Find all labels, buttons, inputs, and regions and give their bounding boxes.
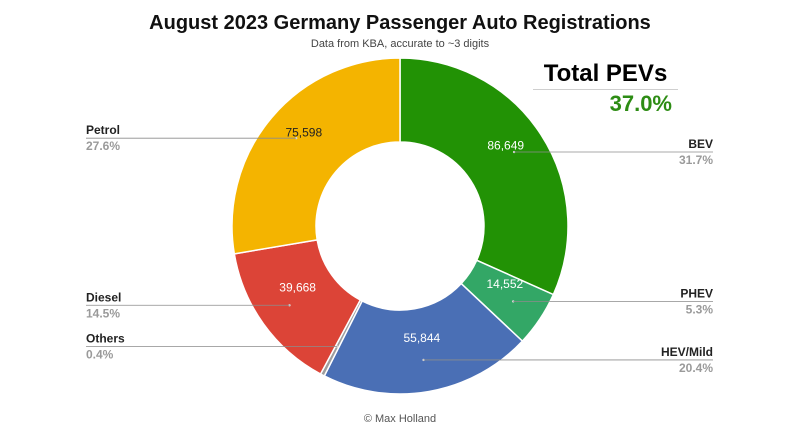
category-label-others: Others [86, 332, 125, 346]
credit-text: © Max Holland [363, 413, 437, 425]
category-label-bev: BEV [688, 137, 713, 151]
total-pevs-value: 37.0% [609, 91, 672, 116]
total-pevs-callout: Total PEVs 37.0% [533, 60, 678, 117]
category-label-phev: PHEV [680, 286, 713, 300]
value-label-bev: 86,649 [487, 138, 524, 152]
slice-hev-mild [323, 282, 524, 395]
percent-label-others: 0.4% [86, 348, 114, 362]
value-label-petrol: 75,598 [285, 126, 322, 140]
category-label-diesel: Diesel [86, 290, 121, 304]
chart-title: August 2023 Germany Passenger Auto Regis… [149, 12, 651, 34]
percent-label-phev: 5.3% [686, 302, 714, 316]
total-pevs-label: Total PEVs [533, 60, 678, 90]
slice-petrol [231, 57, 401, 255]
value-label-phev: 14,552 [487, 277, 524, 291]
value-label-hev-mild: 55,844 [403, 331, 440, 345]
percent-label-hev-mild: 20.4% [679, 361, 713, 375]
anchor-dot-hev-mild [422, 358, 425, 362]
chart-subtitle: Data from KBA, accurate to ~3 digits [310, 38, 490, 50]
percent-label-petrol: 27.6% [86, 139, 120, 153]
percent-label-diesel: 14.5% [86, 306, 120, 320]
category-label-hev-mild: HEV/Mild [661, 345, 713, 359]
value-label-diesel: 39,668 [279, 280, 316, 294]
category-label-petrol: Petrol [86, 123, 120, 137]
percent-label-bev: 31.7% [679, 153, 713, 167]
slice-bev [399, 57, 569, 296]
